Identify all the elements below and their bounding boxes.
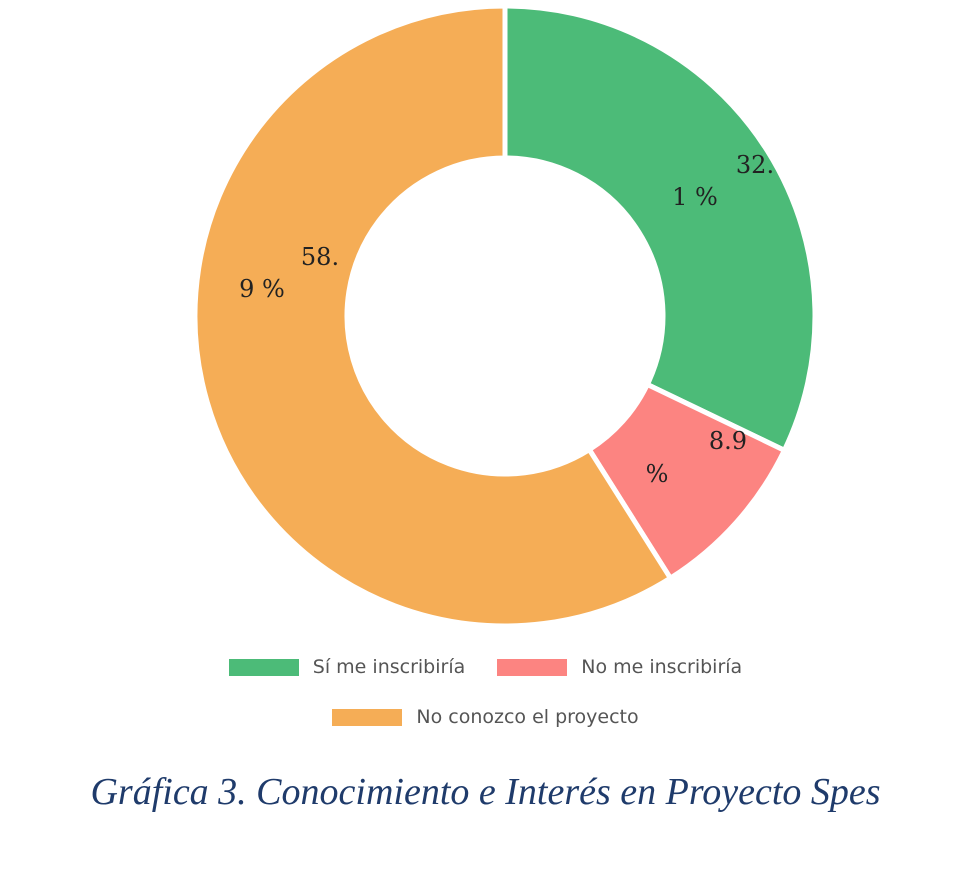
legend-item-no[interactable]: No me inscribiría xyxy=(497,656,742,678)
data-label-si-2: 1 % xyxy=(672,183,718,211)
legend-item-no-conozco[interactable]: No conozco el proyecto xyxy=(332,706,639,728)
data-label-no-conozco-2: 9 % xyxy=(239,275,285,303)
donut-chart: 32. 1 % 8.9% 58. 9 % xyxy=(192,3,818,629)
legend-label-si: Sí me inscribiría xyxy=(312,656,466,678)
slice-no-conozco[interactable] xyxy=(192,3,674,629)
legend-label-no-conozco: No conozco el proyecto xyxy=(416,706,639,728)
legend-swatch-no xyxy=(497,658,568,676)
legend-swatch-si xyxy=(228,658,299,676)
data-label-no-1: 8.9 xyxy=(709,427,747,455)
data-label-no-2: % xyxy=(646,460,669,488)
legend-swatch-no-conozco xyxy=(332,708,403,726)
legend-item-si[interactable]: Sí me inscribiría xyxy=(228,656,466,678)
legend-row-2: No conozco el proyecto xyxy=(0,706,971,728)
legend-row-1: Sí me inscribiría No me inscribiría xyxy=(0,656,971,678)
slice-si[interactable] xyxy=(502,3,818,454)
legend-label-no: No me inscribiría xyxy=(581,656,743,678)
figure-caption: Gráfica 3. Conocimiento e Interés en Pro… xyxy=(90,771,881,813)
data-label-si-1: 32. xyxy=(736,151,774,179)
data-label-no-conozco-1: 58. xyxy=(301,243,339,271)
